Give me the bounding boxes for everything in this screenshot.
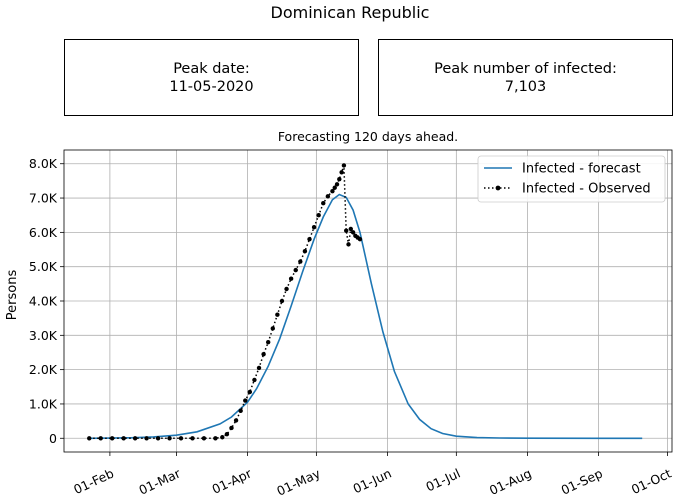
observed-point	[275, 312, 280, 317]
observed-point	[357, 237, 363, 242]
forecast-line	[89, 193, 643, 440]
observed-point	[121, 436, 126, 441]
observed-point	[220, 435, 225, 440]
y-axis-label: Persons	[5, 270, 20, 321]
observed-point	[190, 436, 195, 441]
plot-frame	[63, 149, 673, 453]
observed-point	[279, 298, 285, 304]
observed-point	[132, 436, 138, 441]
x-tick-label: 01-May	[274, 465, 323, 498]
observed-point	[167, 436, 172, 441]
y-tick-label: 1.0K	[29, 396, 58, 411]
series-layer	[87, 163, 643, 441]
observed-point	[284, 286, 289, 292]
observed-point	[261, 351, 266, 357]
x-tick-label: 01-Jun	[351, 466, 394, 497]
observed-point	[325, 194, 331, 199]
observed-point	[155, 436, 161, 441]
observed-point	[201, 436, 207, 441]
figure-title: Dominican Republic	[270, 3, 430, 22]
observed-point	[302, 249, 308, 254]
observed-line	[89, 165, 361, 440]
chart-title: Forecasting 120 days ahead.	[278, 129, 458, 144]
observed-point	[334, 182, 340, 187]
peak-date-value: 11-05-2020	[169, 78, 254, 95]
y-tick-label: 5.0K	[29, 259, 58, 274]
observed-point	[332, 185, 337, 190]
observed-point	[252, 377, 257, 383]
y-tick-label: 0	[49, 431, 57, 446]
legend-label-observed: Infected - Observed	[522, 182, 651, 197]
x-tick-label: 01-Sep	[559, 466, 605, 498]
legend-label-forecast: Infected - forecast	[522, 162, 641, 177]
y-tick-label: 4.0K	[29, 294, 58, 309]
observed-point	[321, 200, 326, 206]
observed-point	[109, 436, 115, 441]
peak-date-label: Peak date:	[173, 60, 250, 77]
y-tick-label: 8.0K	[29, 156, 58, 171]
x-tick-label: 01-Oct	[629, 466, 674, 498]
observed-point	[224, 431, 230, 437]
observed-point	[247, 389, 253, 395]
observed-point	[330, 188, 335, 194]
observed-point	[346, 242, 351, 247]
observed-point	[288, 276, 294, 281]
observed-point	[307, 237, 312, 242]
observed-point	[311, 225, 317, 230]
x-tick-label: 01-Mar	[136, 465, 183, 498]
observed-point	[341, 163, 347, 168]
legend-marker-observed	[495, 185, 501, 191]
observed-point	[213, 436, 218, 441]
y-tick-label: 3.0K	[29, 328, 58, 343]
observed-point	[233, 418, 239, 423]
legend-box	[477, 155, 666, 203]
observed-point	[87, 436, 92, 441]
peak-infected-label: Peak number of infected:	[434, 60, 617, 77]
observed-point	[293, 267, 298, 273]
y-tick-label: 6.0K	[29, 225, 58, 240]
observed-point	[265, 339, 271, 345]
observed-point	[348, 226, 353, 232]
observed-point	[316, 213, 321, 218]
observed-point	[238, 408, 243, 414]
legend: Infected - forecast Infected - Observed	[477, 155, 666, 203]
observed-point	[243, 398, 248, 403]
x-tick-label: 01-Jul	[423, 466, 462, 495]
observed-point	[344, 228, 349, 233]
observed-point	[350, 230, 356, 235]
x-tick-label: 01-Feb	[71, 466, 116, 498]
peak-date-box: Peak date: 11-05-2020	[64, 39, 359, 116]
observed-point	[256, 365, 262, 371]
observed-point	[98, 436, 103, 441]
observed-point	[270, 326, 275, 331]
observed-point	[229, 425, 234, 431]
y-tick-label: 7.0K	[29, 191, 58, 206]
observed-point	[339, 170, 344, 175]
peak-infected-box: Peak number of infected: 7,103	[378, 39, 673, 116]
peak-infected-value: 7,103	[504, 78, 547, 95]
observed-point	[298, 259, 303, 264]
observed-point	[144, 436, 149, 441]
x-tick-label: 01-Aug	[487, 466, 534, 498]
y-tick-label: 2.0K	[29, 362, 58, 377]
observed-point	[178, 436, 184, 441]
observed-point	[337, 176, 342, 182]
x-tick-label: 01-Apr	[210, 465, 255, 497]
